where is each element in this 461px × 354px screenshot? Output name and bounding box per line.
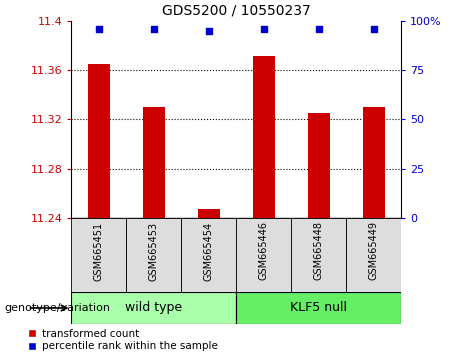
Text: GSM665453: GSM665453 [149, 222, 159, 281]
Point [315, 26, 322, 32]
Bar [307, 113, 330, 218]
Legend: transformed count, percentile rank within the sample: transformed count, percentile rank withi… [28, 329, 218, 351]
Bar [181, 218, 236, 292]
Bar [291, 218, 346, 292]
Text: GSM665449: GSM665449 [369, 222, 378, 280]
Text: GSM665446: GSM665446 [259, 222, 269, 280]
Text: GSM665451: GSM665451 [94, 222, 104, 281]
Bar [126, 218, 181, 292]
Text: KLF5 null: KLF5 null [290, 302, 347, 314]
Point [205, 28, 213, 34]
Bar [198, 209, 220, 218]
Bar [253, 56, 275, 218]
Point [95, 26, 103, 32]
Title: GDS5200 / 10550237: GDS5200 / 10550237 [162, 3, 311, 17]
Text: wild type: wild type [125, 302, 183, 314]
Bar [236, 218, 291, 292]
Point [150, 26, 158, 32]
Text: GSM665454: GSM665454 [204, 222, 214, 281]
Bar [71, 292, 236, 324]
Text: genotype/variation: genotype/variation [5, 303, 111, 313]
Bar [346, 218, 401, 292]
Text: GSM665448: GSM665448 [313, 222, 324, 280]
Bar [143, 107, 165, 218]
Bar [236, 292, 401, 324]
Bar [88, 64, 110, 218]
Bar [363, 107, 384, 218]
Point [370, 26, 377, 32]
Point [260, 26, 267, 32]
Bar [71, 218, 126, 292]
